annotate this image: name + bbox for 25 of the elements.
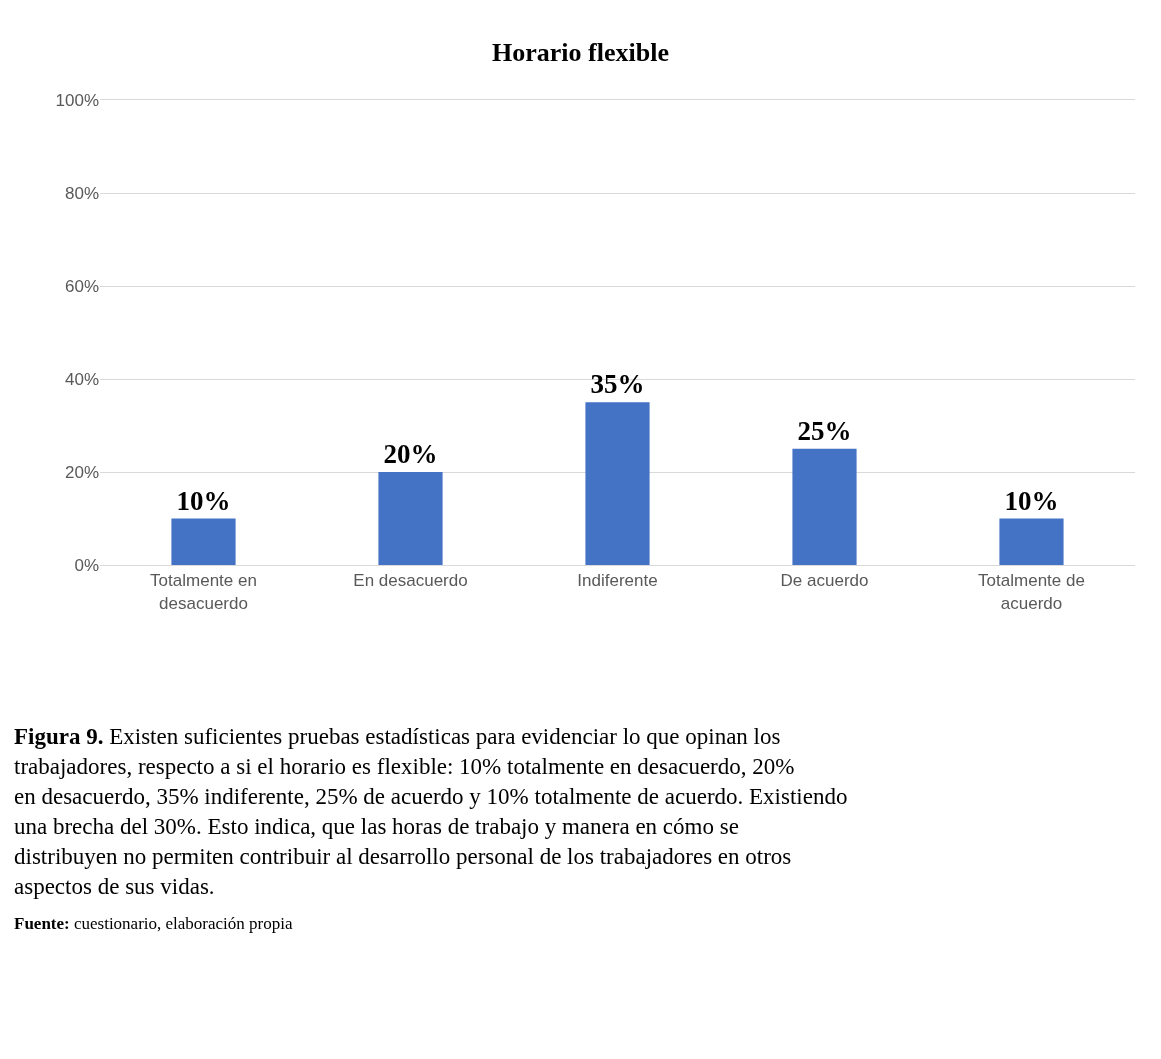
x-tick-label: Totalmente de acuerdo: [978, 571, 1085, 613]
data-label: 10%: [1004, 485, 1059, 516]
text: Figura 9.: [14, 724, 104, 749]
y-tick-label: 0%: [74, 555, 99, 575]
text: cuestionario, elaboración propia: [73, 914, 293, 933]
y-tick-label: 100%: [55, 90, 99, 110]
y-tick-label: 20%: [64, 462, 99, 482]
y-tick-label: 40%: [64, 369, 99, 389]
x-tick-label: En desacuerdo: [353, 571, 468, 591]
bar: [378, 472, 443, 565]
bar: [585, 402, 650, 565]
data-label: 20%: [383, 439, 438, 469]
x-tick-label: Indiferente: [577, 571, 658, 591]
data-label: 25%: [797, 415, 852, 446]
data-label: 35%: [590, 369, 645, 400]
bar: [999, 518, 1064, 565]
x-tick-label: Totalmente en desacuerdo: [150, 571, 257, 613]
data-label: 10%: [176, 485, 231, 516]
y-tick-label: 80%: [64, 183, 99, 203]
chart-title: Horario flexible: [492, 38, 669, 68]
bar: [792, 448, 857, 565]
source-note: Fuente:: [14, 914, 70, 933]
x-tick-label: De acuerdo: [780, 571, 869, 591]
bar: [171, 518, 236, 565]
y-tick-label: 60%: [64, 276, 99, 296]
